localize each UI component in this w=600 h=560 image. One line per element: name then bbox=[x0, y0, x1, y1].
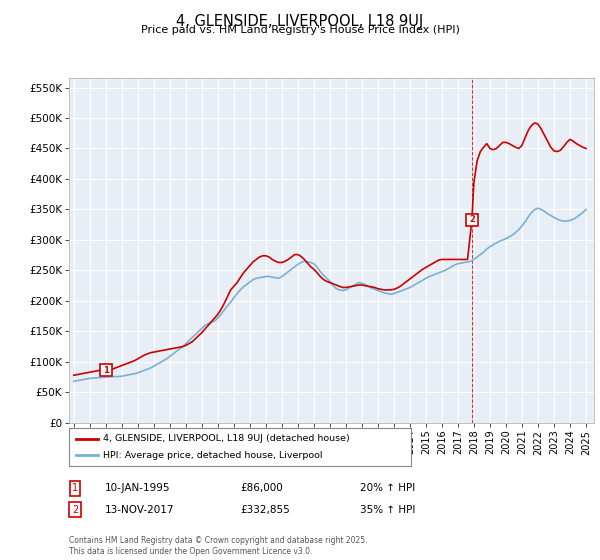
Text: 2: 2 bbox=[72, 505, 78, 515]
Text: £86,000: £86,000 bbox=[240, 483, 283, 493]
Text: 13-NOV-2017: 13-NOV-2017 bbox=[105, 505, 175, 515]
Text: 35% ↑ HPI: 35% ↑ HPI bbox=[360, 505, 415, 515]
Text: HPI: Average price, detached house, Liverpool: HPI: Average price, detached house, Live… bbox=[103, 451, 323, 460]
Text: 4, GLENSIDE, LIVERPOOL, L18 9UJ: 4, GLENSIDE, LIVERPOOL, L18 9UJ bbox=[176, 14, 424, 29]
Text: £332,855: £332,855 bbox=[240, 505, 290, 515]
Text: Contains HM Land Registry data © Crown copyright and database right 2025.
This d: Contains HM Land Registry data © Crown c… bbox=[69, 536, 367, 556]
Text: 1: 1 bbox=[72, 483, 78, 493]
Text: 10-JAN-1995: 10-JAN-1995 bbox=[105, 483, 170, 493]
Text: 1: 1 bbox=[103, 366, 109, 375]
Text: 2: 2 bbox=[469, 216, 475, 225]
Text: 20% ↑ HPI: 20% ↑ HPI bbox=[360, 483, 415, 493]
Text: Price paid vs. HM Land Registry's House Price Index (HPI): Price paid vs. HM Land Registry's House … bbox=[140, 25, 460, 35]
Text: 4, GLENSIDE, LIVERPOOL, L18 9UJ (detached house): 4, GLENSIDE, LIVERPOOL, L18 9UJ (detache… bbox=[103, 434, 350, 443]
